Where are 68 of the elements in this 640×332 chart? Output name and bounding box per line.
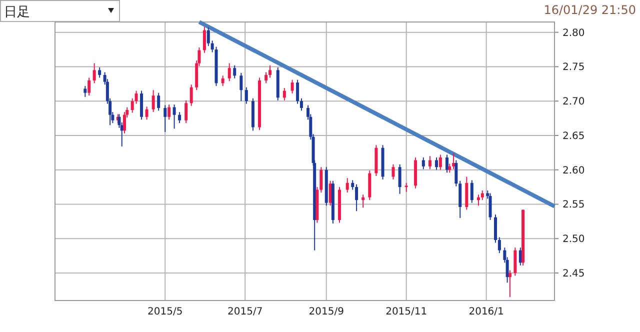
candlestick: [454, 160, 458, 187]
candlestick: [355, 184, 358, 212]
y-tick-label: 2.60: [562, 165, 585, 176]
candlestick: [435, 156, 438, 170]
candlestick: [240, 72, 243, 102]
x-tick-label: 2016/1: [468, 306, 504, 318]
candlestick: [438, 154, 442, 170]
candlestick: [244, 86, 248, 104]
x-tick-label: 2015/7: [228, 306, 263, 318]
candlestick: [300, 98, 303, 112]
candlestick: [172, 104, 176, 130]
candlestick: [206, 27, 210, 47]
candlestick: [98, 66, 102, 78]
candlestick: [145, 106, 148, 120]
candlestick: [351, 180, 354, 190]
y-tick-label: 2.45: [562, 268, 585, 280]
y-tick-label: 2.80: [562, 28, 585, 39]
y-tick-label: 2.50: [562, 234, 585, 246]
candlestick: [268, 64, 272, 78]
candlestick: [392, 164, 395, 180]
candlestick: [233, 64, 236, 79]
y-tick-label: 2.70: [562, 96, 585, 108]
x-tick-label: 2015/5: [148, 306, 183, 318]
candlestick: [458, 180, 462, 218]
candlestick: [494, 214, 498, 244]
text: 日足: [4, 5, 30, 20]
candlestick: [264, 72, 268, 84]
candlestick: [168, 104, 171, 120]
candlestick: [445, 154, 448, 174]
candlestick: [498, 236, 501, 254]
candlestick: [178, 112, 182, 124]
candlestick: [428, 156, 432, 170]
candlestick: [282, 88, 286, 101]
candlestick: [140, 90, 144, 120]
candlestick: [398, 164, 402, 194]
candlestick: [130, 98, 134, 114]
candlestick: [362, 194, 365, 208]
candlestick: [84, 85, 87, 98]
candlestick: [190, 84, 193, 106]
candlestick: [221, 75, 224, 86]
candlestick: [290, 79, 294, 94]
candlestick: [422, 156, 425, 170]
candlestick: [210, 40, 214, 53]
candlestick: [470, 180, 474, 204]
candlestick: [92, 62, 96, 84]
candlestick: [508, 270, 512, 298]
candlestick: [157, 92, 160, 112]
candlestick: [152, 90, 155, 113]
candlestick: [202, 26, 206, 54]
candlestick: [296, 79, 300, 104]
candlestick: [122, 112, 126, 134]
candlestick: [476, 194, 480, 206]
x-tick-label: 2015/9: [308, 306, 344, 318]
candlestick: [184, 100, 188, 124]
y-tick-label: 2.75: [562, 62, 585, 74]
y-tick-label: 2.55: [562, 200, 585, 211]
candlestick: [164, 104, 167, 133]
candlestick: [488, 192, 492, 221]
text: 16/01/29 21:50: [544, 3, 636, 17]
candlestick: [320, 166, 323, 194]
candlestick: [88, 77, 91, 96]
candlestick: [228, 62, 231, 82]
x-tick-label: 2015/11: [386, 306, 428, 318]
candlestick: [480, 190, 484, 201]
y-tick-label: 2.65: [562, 130, 585, 142]
candlestick: [346, 178, 349, 194]
candlestick: [514, 247, 517, 276]
candlestick: [134, 90, 138, 104]
